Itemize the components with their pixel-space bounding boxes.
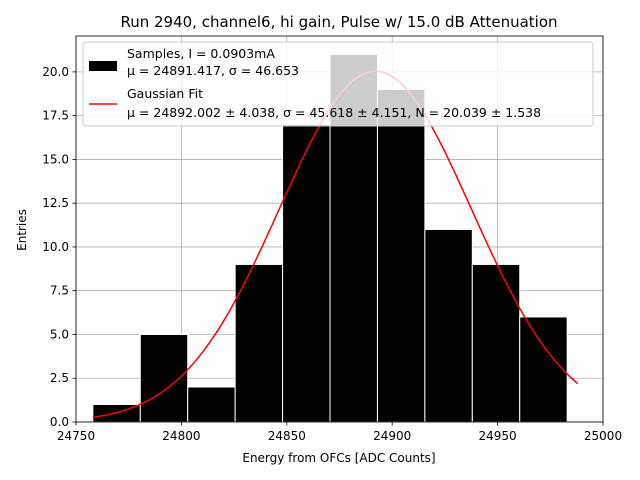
legend-box <box>82 41 594 127</box>
x-tick-label: 24750 <box>57 429 95 443</box>
x-tick-label: 24950 <box>479 429 517 443</box>
histogram-bar <box>139 333 189 423</box>
plot-area: 24750 24800 24850 24900 24950 25000 0.0 2.5 5.0… <box>42 35 622 443</box>
y-axis-label: Entries <box>15 209 29 251</box>
legend-samples-stats: μ = 24891.417, σ = 46.653 <box>127 63 299 78</box>
y-tick-label: 17.5 <box>42 109 69 123</box>
x-axis-label: Energy from OFCs [ADC Counts] <box>242 451 435 465</box>
y-tick-label: 2.5 <box>50 371 69 385</box>
y-tick-label: 7.5 <box>50 284 69 298</box>
x-axis-ticks: 24750 24800 24850 24900 24950 25000 <box>57 422 622 443</box>
legend: Samples, I = 0.0903mA μ = 24891.417, σ =… <box>82 41 594 127</box>
histogram-bar <box>424 228 473 423</box>
axes-frame <box>75 35 604 423</box>
y-tick-label: 12.5 <box>42 196 69 210</box>
legend-fit-name: Gaussian Fit <box>127 86 203 101</box>
chart-title: Run 2940, channel6, hi gain, Pulse w/ 15… <box>120 13 557 31</box>
histogram-bar <box>234 263 284 423</box>
histogram-bar <box>519 316 568 423</box>
y-axis-ticks: 0.0 2.5 5.0 7.5 10.0 12.5 15.0 17.5 20.0 <box>42 65 76 429</box>
histogram-bar <box>376 88 426 423</box>
x-tick-label: 25000 <box>584 429 622 443</box>
y-tick-label: 20.0 <box>42 65 69 79</box>
legend-fit-stats: μ = 24892.002 ± 4.038, σ = 45.618 ± 4.15… <box>127 105 541 120</box>
x-tick-label: 24900 <box>373 429 411 443</box>
histogram-bar <box>187 386 236 423</box>
y-tick-label: 5.0 <box>50 327 69 341</box>
x-tick-label: 24850 <box>268 429 306 443</box>
histogram-bars <box>92 53 568 423</box>
y-tick-label: 10.0 <box>42 240 69 254</box>
legend-samples-name: Samples, I = 0.0903mA <box>127 46 275 61</box>
y-tick-label: 0.0 <box>50 415 69 429</box>
histogram-bar <box>471 263 521 423</box>
x-tick-label: 24800 <box>162 429 200 443</box>
legend-samples-swatch <box>89 61 117 71</box>
histogram-bar <box>282 123 331 423</box>
y-tick-label: 15.0 <box>42 152 69 166</box>
